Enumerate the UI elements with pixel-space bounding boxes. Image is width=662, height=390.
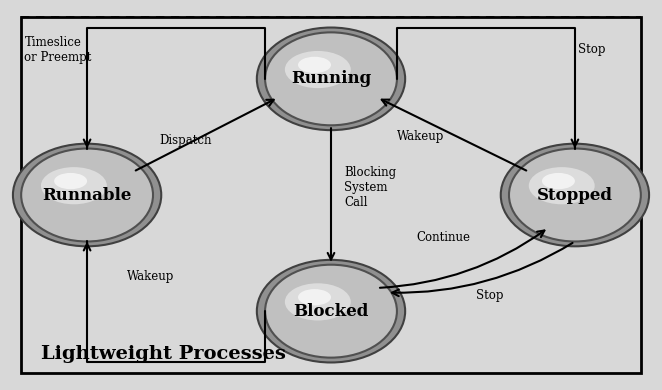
FancyArrowPatch shape [84, 140, 91, 147]
Ellipse shape [265, 32, 397, 125]
Ellipse shape [285, 51, 351, 88]
Text: Stopped: Stopped [537, 186, 613, 204]
Text: Continue: Continue [416, 231, 471, 244]
Ellipse shape [21, 149, 153, 241]
Text: Runnable: Runnable [42, 186, 132, 204]
Text: Stop: Stop [476, 289, 504, 302]
Ellipse shape [265, 265, 397, 358]
Ellipse shape [529, 167, 594, 204]
Ellipse shape [257, 28, 405, 130]
Ellipse shape [509, 149, 641, 241]
Ellipse shape [41, 167, 107, 204]
FancyArrowPatch shape [328, 128, 334, 260]
Ellipse shape [13, 144, 162, 246]
FancyArrowPatch shape [571, 140, 578, 147]
Ellipse shape [285, 283, 351, 321]
FancyArrowPatch shape [392, 243, 573, 296]
Text: Timeslice
or Preempt: Timeslice or Preempt [24, 36, 92, 64]
Text: Running: Running [291, 70, 371, 87]
Text: Wakeup: Wakeup [397, 130, 444, 144]
FancyArrowPatch shape [136, 100, 273, 170]
Text: Dispatch: Dispatch [160, 134, 212, 147]
Text: Stop: Stop [578, 43, 606, 56]
Text: Wakeup: Wakeup [126, 270, 174, 283]
Ellipse shape [298, 57, 331, 73]
FancyArrowPatch shape [84, 243, 91, 250]
Ellipse shape [54, 173, 87, 189]
Text: Blocked: Blocked [293, 303, 369, 320]
Ellipse shape [542, 173, 575, 189]
FancyArrowPatch shape [380, 230, 544, 288]
Text: Lightweight Processes: Lightweight Processes [41, 346, 286, 363]
Ellipse shape [500, 144, 649, 246]
Ellipse shape [257, 260, 405, 362]
Ellipse shape [298, 289, 331, 305]
Text: Blocking
System
Call: Blocking System Call [344, 166, 397, 209]
FancyArrowPatch shape [382, 99, 526, 170]
